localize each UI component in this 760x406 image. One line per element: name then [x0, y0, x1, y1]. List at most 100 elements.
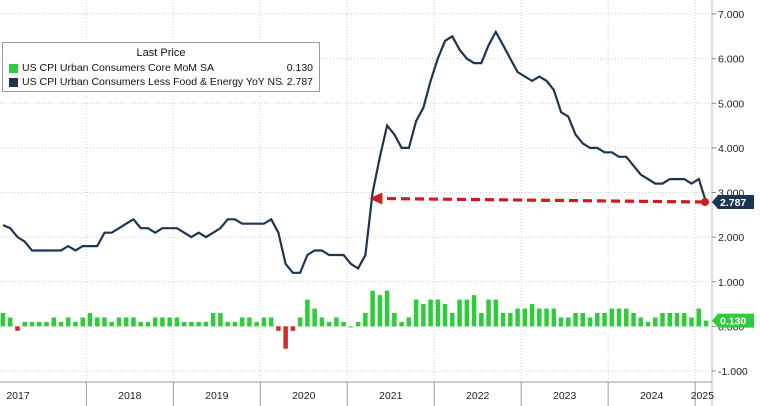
y-tick-label: 6.000 — [718, 54, 744, 66]
bar — [580, 312, 586, 327]
bar — [189, 321, 194, 327]
core-yoy-line — [2, 29, 708, 274]
x-tick-label: 2022 — [466, 390, 490, 402]
bar — [80, 317, 85, 327]
legend: Last Price US CPI Urban Consumers Core M… — [2, 42, 320, 92]
bar — [196, 321, 201, 327]
bar — [471, 295, 477, 327]
x-tick-label: 2020 — [292, 390, 316, 402]
bar — [674, 312, 680, 327]
bar — [631, 312, 636, 327]
bar — [486, 299, 491, 327]
bar — [602, 312, 607, 327]
bar — [160, 317, 165, 327]
y-tick-label: -1.000 — [718, 366, 748, 378]
x-tick-label: 2019 — [205, 390, 229, 402]
bar — [283, 326, 288, 349]
bar — [515, 308, 520, 327]
bar — [232, 321, 238, 327]
bar — [703, 320, 709, 327]
bar — [370, 290, 375, 327]
bar — [181, 321, 187, 327]
bar — [305, 299, 310, 327]
bar — [297, 317, 303, 327]
bar — [152, 317, 158, 327]
bar — [500, 312, 506, 327]
legend-label: US CPI Urban Consumers Less Food & Energ… — [22, 76, 283, 88]
bar — [334, 317, 339, 327]
trend-arrow — [369, 192, 709, 207]
bar — [696, 308, 701, 327]
bar — [326, 321, 332, 327]
x-tick-label: 2021 — [379, 390, 403, 402]
legend-item-core-mom: US CPI Urban Consumers Core MoM SA 0.130 — [9, 61, 313, 75]
legend-item-core-yoy: US CPI Urban Consumers Less Food & Energ… — [9, 75, 313, 89]
arrow-head — [369, 192, 383, 205]
bar — [94, 317, 100, 327]
bar — [102, 317, 107, 327]
bar — [254, 321, 259, 327]
arrow-tail-dot — [701, 198, 709, 207]
bar — [123, 317, 129, 327]
value-badge-label: 2.787 — [720, 197, 746, 209]
bar — [595, 312, 600, 327]
bar — [377, 295, 383, 327]
bar — [145, 321, 151, 327]
bar — [8, 317, 13, 327]
bar — [566, 317, 571, 327]
bar — [58, 321, 64, 327]
x-axis: 2017 2018 2019 2020 2021 2022 2023 2024 2025 — [0, 381, 714, 406]
bar — [0, 312, 6, 327]
bar — [116, 317, 122, 327]
bar — [392, 312, 397, 327]
bar — [36, 321, 42, 327]
last-value-badges: 2.787 0.130 — [712, 195, 754, 328]
bar — [457, 299, 462, 327]
bar — [131, 317, 136, 327]
y-tick-label: 5.000 — [718, 98, 744, 110]
bar — [464, 299, 470, 327]
bar — [435, 299, 441, 327]
legend-value: 2.787 — [286, 76, 313, 88]
bar — [399, 321, 404, 327]
bar — [247, 317, 252, 327]
bar — [587, 317, 593, 327]
bar — [341, 321, 346, 327]
bar — [239, 317, 245, 327]
arrow-shaft — [379, 196, 705, 204]
y-tick-label: 7.000 — [718, 9, 744, 21]
bar — [689, 317, 694, 327]
x-tick-label: 2017 — [6, 390, 30, 402]
bar — [544, 308, 549, 327]
bar — [203, 321, 209, 327]
legend-label: US CPI Urban Consumers Core MoM SA — [22, 62, 214, 74]
bar — [15, 326, 20, 331]
bar — [290, 326, 296, 331]
bar — [406, 317, 412, 327]
y-tick-label: 4.000 — [718, 143, 744, 155]
bar — [225, 321, 230, 327]
x-tick-label: 2018 — [118, 390, 142, 402]
bar — [493, 299, 499, 327]
value-badge — [712, 313, 754, 328]
bar — [218, 312, 223, 327]
bar — [319, 317, 325, 327]
value-badge-label: 0.130 — [720, 316, 746, 328]
y-tick-label: 1.000 — [718, 277, 744, 289]
gridlines — [0, 0, 713, 406]
bar — [355, 321, 361, 327]
bar — [442, 304, 448, 327]
bar — [624, 308, 629, 327]
bar — [537, 308, 542, 327]
bar — [421, 304, 426, 327]
bar — [522, 308, 528, 327]
core-mom-bars — [0, 290, 709, 349]
bar — [551, 308, 557, 327]
bar — [667, 312, 673, 327]
bar — [645, 321, 651, 327]
bar — [573, 312, 578, 327]
bar — [29, 321, 35, 327]
bar — [428, 299, 433, 327]
bar — [660, 312, 665, 327]
